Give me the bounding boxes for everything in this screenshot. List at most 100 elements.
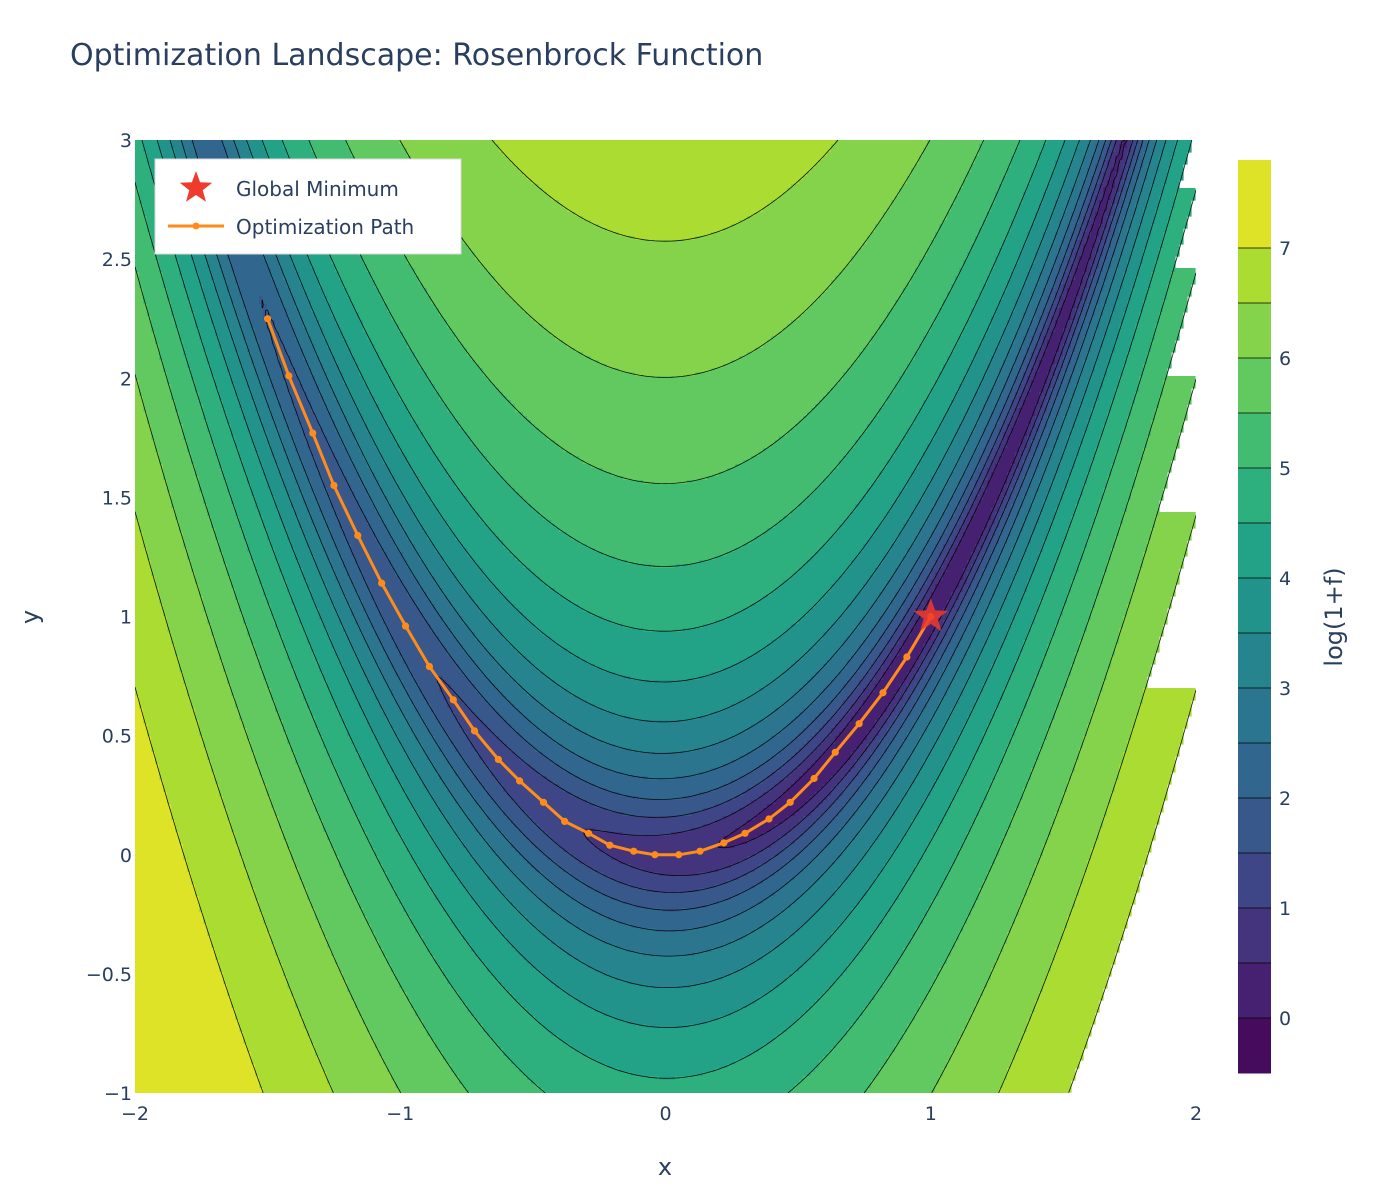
contour-cell	[1007, 168, 1036, 173]
contour-cell	[931, 476, 952, 481]
contour-cell	[1075, 348, 1080, 353]
contour-cell	[159, 456, 192, 461]
contour-cell	[291, 260, 312, 265]
contour-cell	[943, 488, 956, 493]
contour-cell	[927, 516, 944, 521]
contour-cell	[135, 480, 168, 485]
contour-cell	[955, 612, 964, 617]
contour-cell	[247, 380, 260, 385]
contour-cell	[1083, 292, 1088, 297]
contour-cell	[1095, 596, 1132, 601]
contour-cell	[139, 200, 160, 205]
contour-cell	[1123, 180, 1132, 185]
contour-cell	[1147, 352, 1172, 357]
contour-cell	[1067, 264, 1072, 269]
contour-cell	[863, 244, 932, 249]
contour-cell	[1031, 340, 1040, 345]
contour-cell	[335, 320, 364, 325]
contour-cell	[959, 640, 972, 645]
contour-cell	[431, 300, 516, 305]
contour-cell	[255, 404, 268, 409]
contour-cell	[355, 436, 372, 441]
contour-cell	[1047, 460, 1060, 465]
contour-cell	[371, 496, 388, 501]
contour-cell	[403, 580, 420, 585]
contour-cell	[903, 580, 916, 585]
contour-cell	[231, 580, 260, 585]
contour-cell	[375, 280, 420, 285]
contour-cell	[1107, 252, 1116, 257]
contour-cell	[1067, 532, 1092, 537]
contour-cell	[983, 436, 992, 441]
contour-cell	[227, 572, 260, 577]
contour-cell	[1023, 592, 1044, 597]
contour-cell	[1043, 452, 1052, 457]
contour-cell	[1007, 488, 1012, 493]
contour-cell	[447, 472, 500, 477]
contour-cell	[987, 440, 996, 445]
contour-cell	[823, 636, 848, 641]
contour-cell	[311, 452, 336, 457]
contour-cell	[183, 536, 216, 541]
contour-cell	[1111, 228, 1116, 233]
contour-cell	[995, 380, 1008, 385]
contour-cell	[235, 512, 260, 517]
contour-cell	[1007, 396, 1016, 401]
contour-cell	[1003, 420, 1012, 425]
contour-cell	[547, 436, 780, 441]
contour-cell	[1143, 564, 1184, 569]
contour-cell	[855, 440, 904, 445]
contour-cell	[275, 420, 288, 425]
contour-cell	[1063, 280, 1068, 285]
contour-cell	[315, 380, 328, 385]
contour-cell	[787, 188, 900, 193]
contour-cell	[1039, 340, 1044, 345]
contour-cell	[219, 656, 260, 661]
contour-cell	[279, 516, 300, 521]
contour-cell	[239, 292, 280, 297]
contour-cell	[1119, 196, 1124, 201]
contour-cell	[151, 328, 180, 333]
contour-cell	[155, 256, 176, 261]
contour-cell	[927, 544, 936, 549]
contour-cell	[1123, 244, 1136, 249]
contour-cell	[411, 540, 432, 545]
contour-cell	[347, 536, 376, 541]
contour-cell	[243, 616, 276, 621]
contour-cell	[935, 640, 944, 645]
contour-cell	[319, 424, 336, 429]
contour-cell	[1059, 392, 1064, 397]
contour-cell	[915, 584, 924, 589]
contour-cell	[383, 296, 432, 301]
contour-cell	[259, 452, 272, 457]
contour-cell	[1039, 336, 1044, 341]
contour-cell	[171, 636, 216, 641]
contour-cell	[423, 616, 444, 621]
contour-cell	[311, 548, 324, 553]
contour-cell	[1091, 156, 1100, 161]
contour-cell	[267, 148, 288, 153]
contour-cell	[839, 576, 872, 581]
contour-cell	[807, 412, 880, 417]
contour-cell	[999, 540, 1008, 545]
contour-cell	[895, 500, 920, 505]
contour-cell	[291, 360, 308, 365]
contour-cell	[1007, 436, 1024, 441]
contour-cell	[375, 348, 412, 353]
contour-cell	[855, 252, 928, 257]
contour-cell	[1103, 264, 1112, 269]
contour-cell	[1075, 308, 1084, 313]
contour-cell	[591, 220, 740, 225]
contour-cell	[203, 284, 216, 289]
contour-cell	[1031, 448, 1036, 453]
contour-cell	[291, 436, 308, 441]
contour-cell	[495, 584, 548, 589]
contour-cell	[999, 304, 1016, 309]
contour-cell	[347, 596, 360, 601]
contour-cell	[455, 224, 600, 229]
contour-cell	[951, 472, 964, 477]
contour-cell	[847, 264, 920, 269]
contour-cell	[303, 288, 324, 293]
contour-cell	[915, 272, 960, 277]
contour-cell	[1075, 504, 1100, 509]
